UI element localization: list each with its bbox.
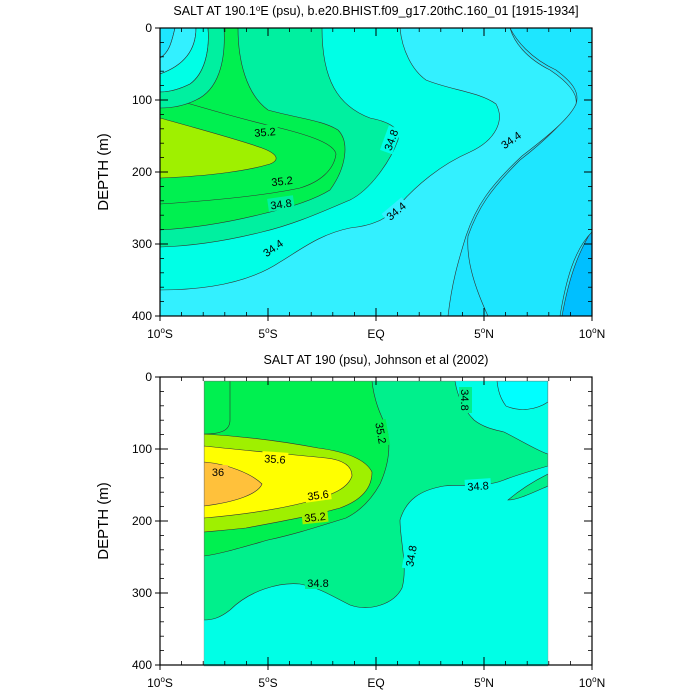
bottom-xtick-label-0: 10oS — [147, 675, 173, 690]
bottom-ytick-label-2: 200 — [132, 514, 152, 528]
top-xtick-label-3: 5oN — [474, 326, 494, 341]
top-panel: SALT AT 190.1oE (psu), b.e20.BHIST.f09_g… — [95, 4, 605, 341]
bottom-ytick-label-0: 0 — [145, 370, 152, 384]
bottom-ytick-label-3: 300 — [132, 586, 152, 600]
top-xtick-label-0: 10oS — [147, 326, 173, 341]
top-axes: 0 100 200 300 400 10oS 5oS EQ 5oN 10oN — [132, 21, 605, 341]
top-clabel-1: 35.2 — [254, 126, 276, 140]
bottom-ytick-label-1: 100 — [132, 442, 152, 456]
top-ytick-label-2: 200 — [132, 165, 152, 179]
bottom-clabel-9: 34.8 — [307, 578, 328, 590]
top-xtick-label-1: 5oS — [258, 326, 277, 341]
top-ytick-label-1: 100 — [132, 93, 152, 107]
top-panel-title: SALT AT 190.1oE (psu), b.e20.BHIST.f09_g… — [173, 4, 578, 18]
bottom-clabel-1: 34.8 — [458, 389, 470, 410]
top-clabel-2: 35.2 — [271, 175, 294, 189]
bottom-panel: SALT AT 190 (psu), Johnson et al (2002) … — [95, 353, 605, 690]
bottom-contour-labels: 34.8 35.2 35.6 36 35.6 35.2 34.8 34.8 34… — [208, 387, 492, 590]
bottom-clabel-2: 35.2 — [372, 422, 388, 445]
bottom-fill-cyan-corner — [496, 381, 548, 410]
bottom-clabel-7: 34.8 — [404, 545, 420, 568]
bottom-fill-right-tongue — [507, 473, 548, 501]
top-fill-right-lobe — [467, 28, 592, 316]
bottom-panel-title: SALT AT 190 (psu), Johnson et al (2002) — [264, 353, 489, 367]
top-clabel-3: 34.8 — [270, 198, 293, 213]
bottom-clabel-6: 35.2 — [304, 511, 327, 525]
top-ytick-label-3: 300 — [132, 237, 152, 251]
top-contour-fill — [160, 28, 592, 316]
bottom-xtick-label-4: 10oN — [579, 675, 605, 690]
bottom-ylabel: DEPTH (m) — [95, 482, 112, 560]
bottom-xtick-label-2: EQ — [367, 676, 384, 690]
top-fill-l35p4 — [160, 117, 277, 179]
bottom-xtick-label-1: 5oS — [258, 675, 277, 690]
bottom-clabel-4: 36 — [212, 467, 224, 479]
bottom-clabel-8: 34.8 — [467, 480, 489, 493]
bottom-clabel-5: 35.6 — [307, 489, 330, 504]
bottom-axes: 0 100 200 300 400 10oS 5oS EQ 5oN 10oN — [132, 370, 605, 690]
bottom-xtick-label-3: 5oN — [474, 675, 494, 690]
bottom-clabel-3: 35.6 — [264, 453, 286, 466]
top-xtick-label-4: 10oN — [579, 326, 605, 341]
top-xtick-label-2: EQ — [367, 327, 384, 341]
bottom-ytick-label-4: 400 — [132, 658, 152, 672]
top-ytick-label-4: 400 — [132, 309, 152, 323]
top-ytick-label-0: 0 — [145, 21, 152, 35]
bottom-fill-green-top — [204, 381, 231, 435]
top-ylabel: DEPTH (m) — [95, 133, 112, 211]
